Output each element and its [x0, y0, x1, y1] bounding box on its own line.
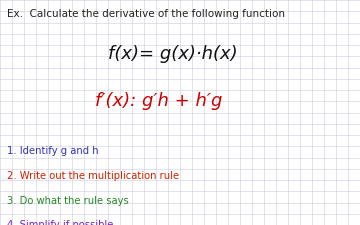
Text: 4. Simplify if possible: 4. Simplify if possible [7, 220, 113, 225]
Text: Ex.  Calculate the derivative of the following function: Ex. Calculate the derivative of the foll… [7, 9, 285, 19]
Text: 3. Do what the rule says: 3. Do what the rule says [7, 196, 129, 206]
Text: 1. Identify g and h: 1. Identify g and h [7, 146, 99, 156]
Text: f(x)= g(x)·h(x): f(x)= g(x)·h(x) [108, 45, 238, 63]
Text: 2. Write out the multiplication rule: 2. Write out the multiplication rule [7, 171, 179, 181]
Text: f′(x): g′h + h′g: f′(x): g′h + h′g [95, 92, 222, 110]
